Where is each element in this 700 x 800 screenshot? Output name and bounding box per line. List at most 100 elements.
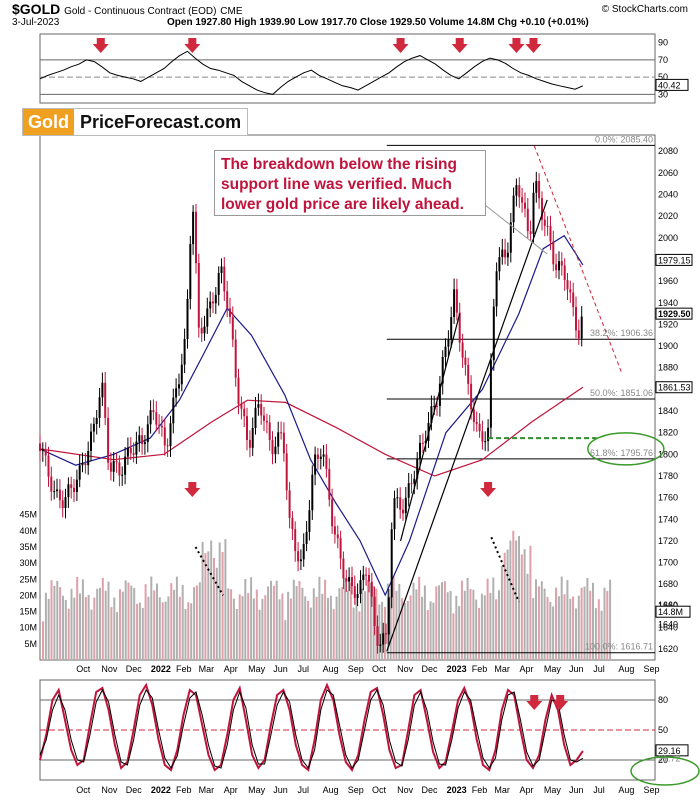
price-candle-body [197,263,200,328]
volume-bar [546,596,549,660]
stoch-x-label: Oct [76,785,91,795]
volume-bar [304,596,307,660]
price-candle-body [351,577,353,587]
price-value-box [655,381,693,394]
rsi-tick: 90 [658,38,668,48]
volume-bar [352,607,355,660]
target-ellipse [587,432,665,466]
rsi-arrow [92,38,109,53]
price-candle-body [229,308,231,317]
volume-bar [498,590,500,660]
price-candle-body [370,581,373,597]
volume-bar [215,567,218,660]
volume-bar [441,582,443,660]
price-candle-body [115,461,118,463]
price-candle-body [316,454,319,459]
stoch-x-label: Mar [494,785,510,795]
price-candle-body [467,364,470,384]
price-candle-body [282,432,285,454]
price-candle-body [180,364,183,385]
price-value-label: 1929.50 [658,309,691,319]
price-candle-body [495,271,498,307]
volume-bar [224,539,227,660]
rsi-tick: 70 [658,55,668,65]
volume-bar [230,589,233,660]
stoch-x-label: Aug [323,785,339,795]
stoch-x-label: Apr [520,785,534,795]
price-candle-body [390,529,393,598]
price-candle-body [234,339,237,378]
price-candle-body [328,469,331,500]
price-candle-body [226,291,229,309]
price-candle-body [41,449,44,452]
price-tick: 1940 [658,298,678,308]
price-candle-body [399,497,402,510]
symbol-title: $GOLD Gold - Continuous Contract (EOD) C… [12,1,243,17]
volume-bar [173,589,176,660]
volume-bar [298,581,301,660]
volume-bar [315,596,318,660]
volume-bar [529,545,532,660]
price-tick: 1720 [658,536,678,546]
price-candle-body [489,360,492,428]
volume-bar [358,611,361,660]
price-candle-body [118,462,121,476]
volume-bar [327,597,329,660]
price-candle-body [152,410,155,413]
price-tick: 1880 [658,363,678,373]
ohlc-readout: Open 1927.80 High 1939.90 Low 1917.70 Cl… [167,17,589,28]
price-tick: 1920 [658,319,678,329]
volume-bar [113,597,116,660]
price-tick: 1820 [658,428,678,438]
price-tick: 1960 [658,276,678,286]
price-candle-body [546,225,549,227]
price-candle-body [472,409,475,422]
price-candle-body [382,633,385,645]
price-candle-body [484,441,487,443]
price-x-label: May [248,664,266,674]
price-candle-body [277,432,280,447]
price-candle-body [529,231,532,234]
volume-bar [284,620,287,660]
volume-bar [158,597,161,660]
price-tick: 2000 [658,233,678,243]
contract-name: Gold - Continuous Contract (EOD) [64,6,217,17]
price-candle-body [260,404,263,416]
fib-label: 50.0%: 1851.06 [590,388,653,398]
price-candle-body [70,484,73,488]
price-candle-body [158,424,161,426]
price-candle-body [515,185,518,196]
volume-bar [261,598,264,660]
volume-bar [292,579,295,660]
price-x-label: Nov [101,664,118,674]
price-candle-body [126,447,129,457]
price-candle-body [421,442,424,444]
price-candle-body [206,308,209,327]
volume-bar [594,608,597,660]
volume-bar [110,607,113,660]
stoch-x-label: Jul [298,785,310,795]
price-tick: 1800 [658,449,678,459]
price-candle-body [492,306,495,361]
volume-bar [332,609,335,660]
price-candle-body [92,423,95,432]
price-x-label: Aug [323,664,339,674]
volume-bar [272,585,275,660]
volume-bar [195,585,198,660]
volume-bar [141,607,144,660]
volume-bar [147,596,150,660]
fib-label: 38.2%: 1906.36 [590,328,653,338]
volume-bar [67,608,70,660]
rsi-tick: 30 [658,89,668,99]
volume-bar [577,595,580,660]
volume-bar [583,586,586,660]
price-candle-body [203,326,206,334]
price-candle-body [240,404,243,409]
price-candle-body [254,407,257,428]
price-x-label: 2023 [447,664,467,674]
stoch-ellipse [630,756,700,786]
price-candle-body [183,339,186,365]
volume-bar [569,598,572,660]
price-candle-body [195,211,197,264]
volume-bar [361,588,364,660]
